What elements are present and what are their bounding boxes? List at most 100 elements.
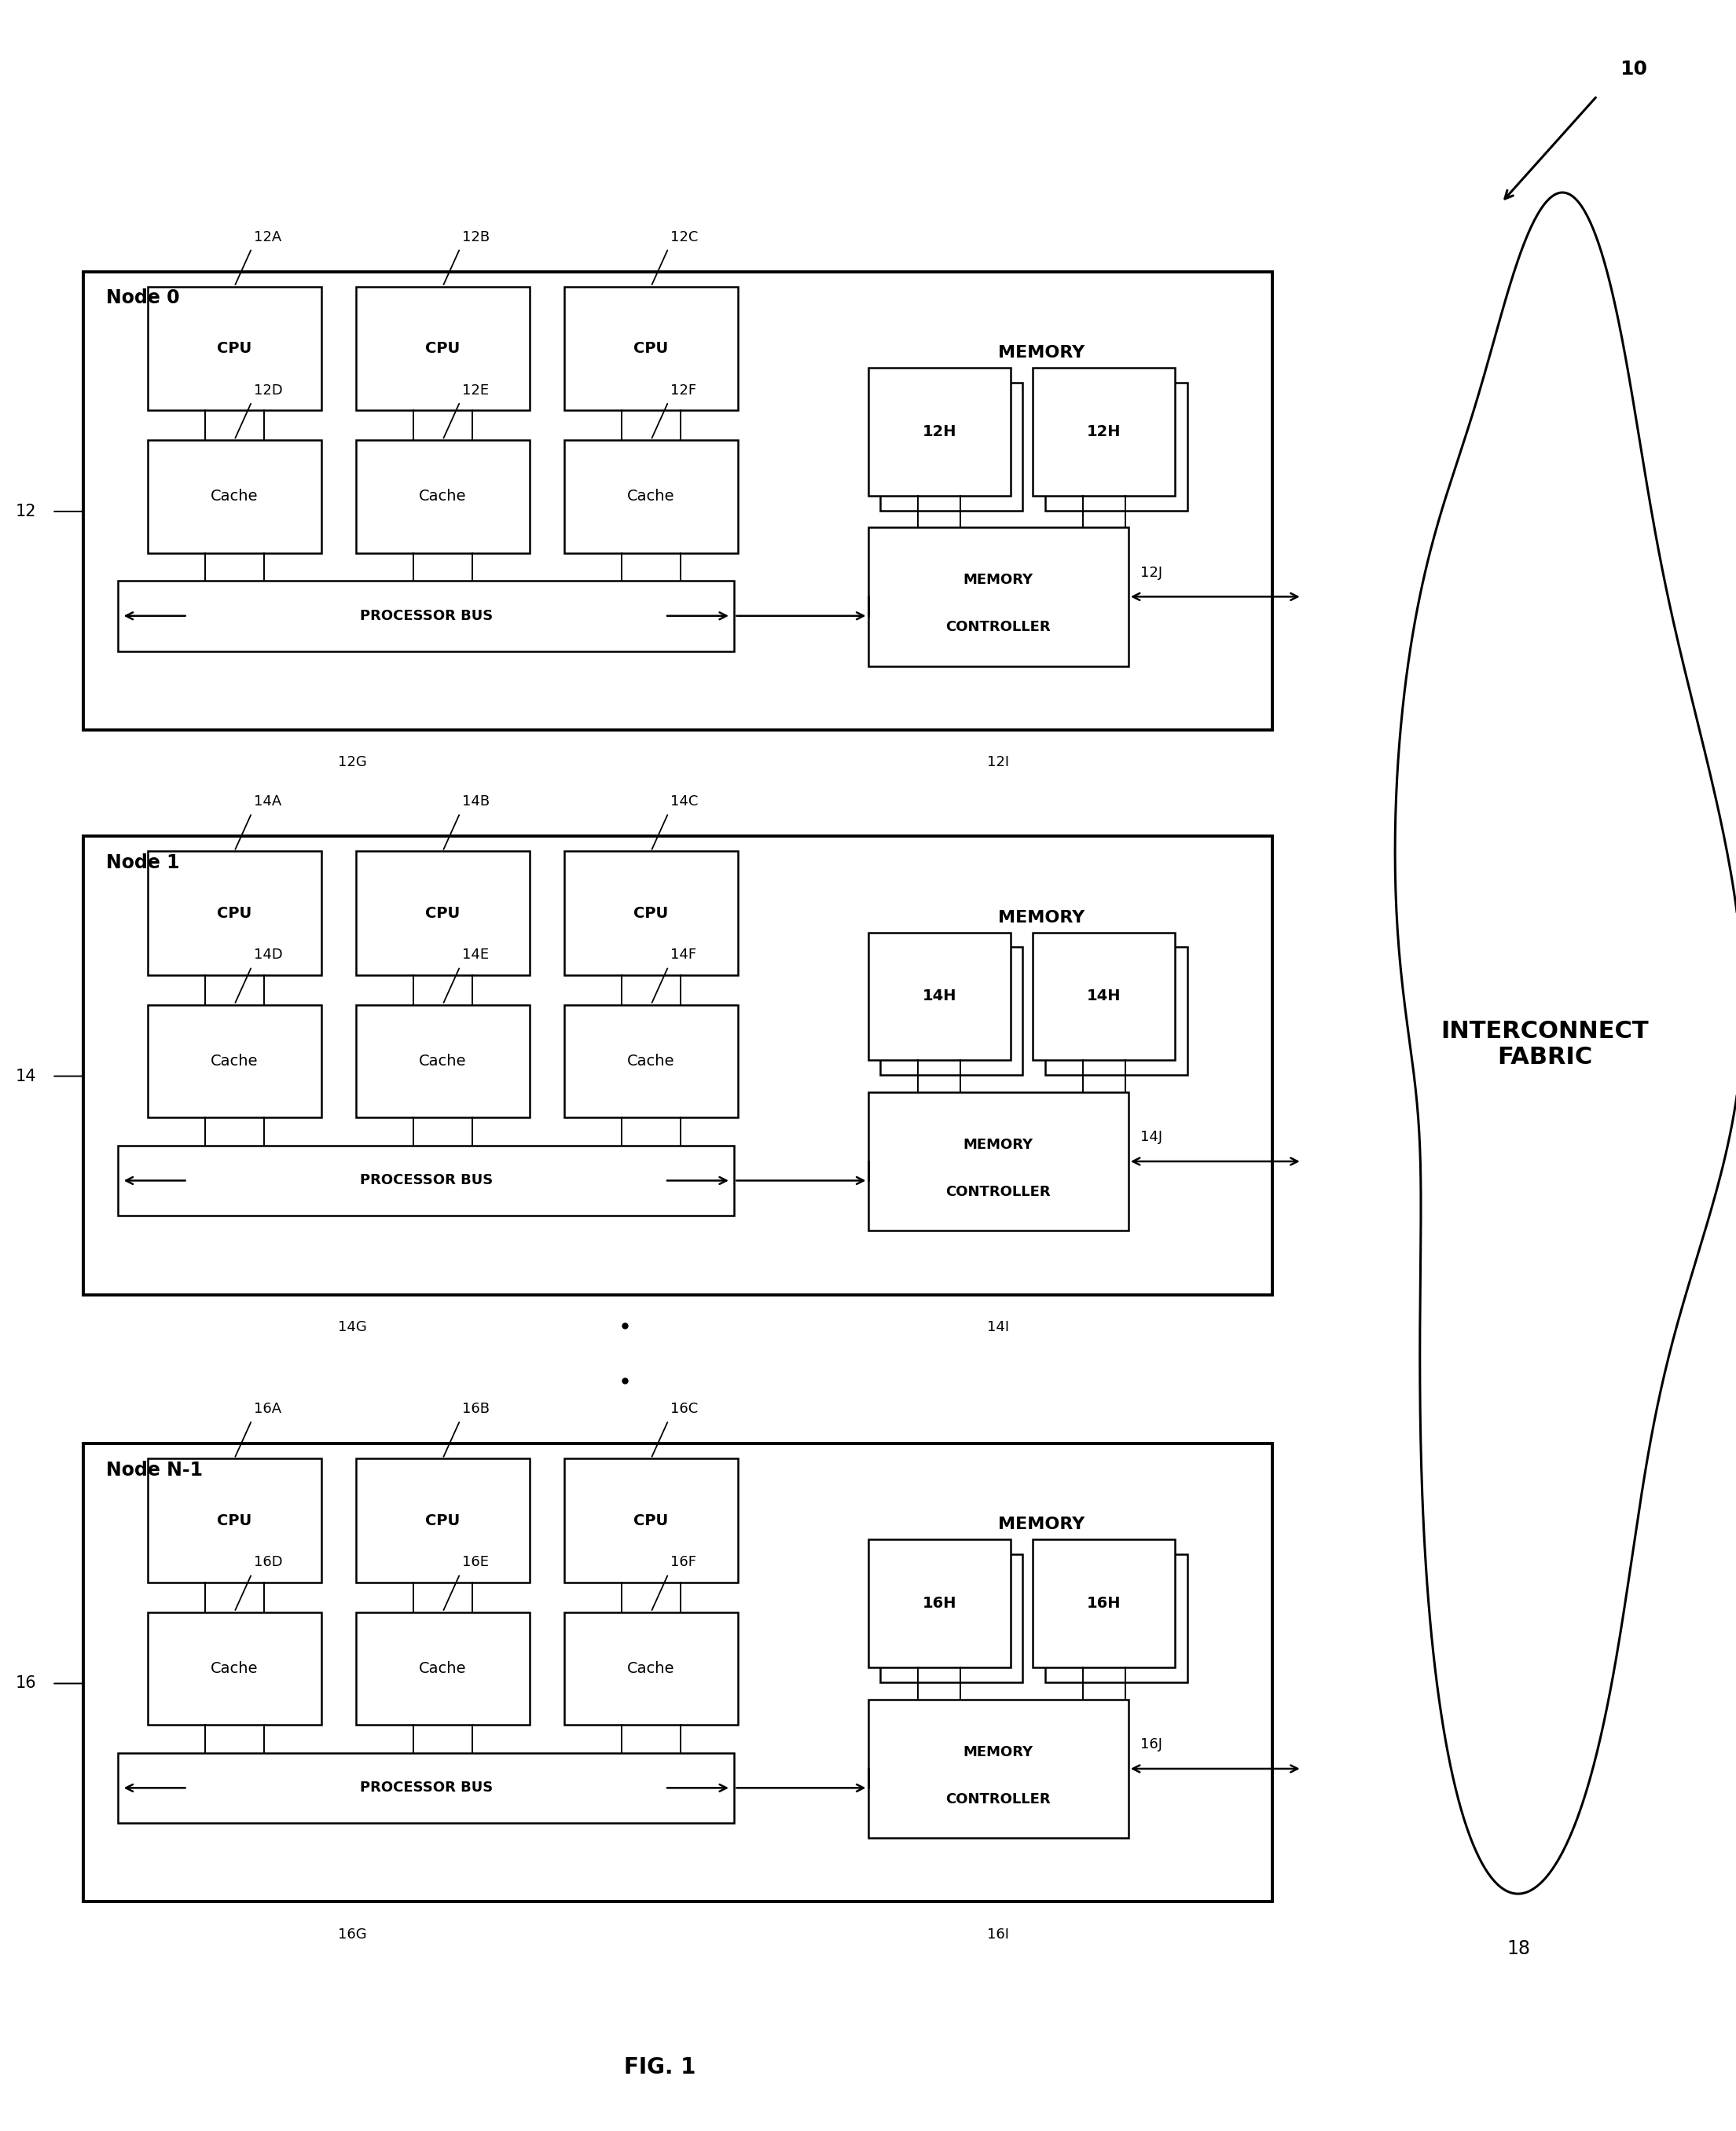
FancyBboxPatch shape — [564, 1611, 738, 1726]
Text: 12C: 12C — [670, 230, 698, 245]
FancyBboxPatch shape — [1033, 369, 1175, 497]
Text: CPU: CPU — [217, 1513, 252, 1528]
FancyBboxPatch shape — [1033, 933, 1175, 1059]
FancyBboxPatch shape — [1045, 1556, 1187, 1683]
FancyBboxPatch shape — [148, 1006, 321, 1117]
Text: 12: 12 — [16, 503, 36, 520]
Text: 16D: 16D — [253, 1556, 283, 1568]
Text: Cache: Cache — [418, 1660, 467, 1677]
Text: 12J: 12J — [1141, 565, 1163, 580]
Text: Cache: Cache — [210, 1053, 259, 1070]
Text: 16I: 16I — [988, 1926, 1009, 1941]
FancyBboxPatch shape — [868, 369, 1010, 497]
Text: CONTROLLER: CONTROLLER — [946, 1792, 1050, 1807]
FancyBboxPatch shape — [564, 1006, 738, 1117]
Text: 12E: 12E — [462, 384, 488, 398]
FancyBboxPatch shape — [880, 384, 1023, 511]
FancyBboxPatch shape — [1033, 1539, 1175, 1666]
Text: PROCESSOR BUS: PROCESSOR BUS — [359, 609, 493, 622]
FancyBboxPatch shape — [564, 850, 738, 976]
Text: 14H: 14H — [1087, 989, 1121, 1004]
Text: CONTROLLER: CONTROLLER — [946, 620, 1050, 635]
FancyBboxPatch shape — [880, 946, 1023, 1074]
FancyBboxPatch shape — [83, 273, 1272, 729]
FancyBboxPatch shape — [148, 1611, 321, 1726]
Text: MEMORY: MEMORY — [963, 573, 1033, 588]
Text: CPU: CPU — [425, 1513, 460, 1528]
Text: CPU: CPU — [634, 341, 668, 356]
Text: 12F: 12F — [670, 384, 696, 398]
FancyBboxPatch shape — [564, 1458, 738, 1581]
Text: 14D: 14D — [253, 948, 283, 963]
FancyBboxPatch shape — [118, 1752, 734, 1824]
Text: Node 0: Node 0 — [106, 290, 179, 307]
FancyBboxPatch shape — [880, 1556, 1023, 1683]
Text: INTERCONNECT
FABRIC: INTERCONNECT FABRIC — [1441, 1019, 1649, 1070]
FancyBboxPatch shape — [356, 1611, 529, 1726]
Text: 12G: 12G — [339, 757, 366, 769]
FancyBboxPatch shape — [356, 441, 529, 554]
Text: CPU: CPU — [217, 341, 252, 356]
FancyBboxPatch shape — [868, 1091, 1128, 1230]
Text: 16G: 16G — [339, 1926, 366, 1941]
Text: Cache: Cache — [627, 1660, 675, 1677]
Text: CPU: CPU — [425, 906, 460, 921]
FancyBboxPatch shape — [564, 288, 738, 411]
Text: 16H: 16H — [922, 1596, 957, 1611]
Text: 14C: 14C — [670, 795, 698, 808]
Text: 16H: 16H — [1087, 1596, 1121, 1611]
Text: 14F: 14F — [670, 948, 696, 963]
FancyBboxPatch shape — [83, 1445, 1272, 1901]
FancyBboxPatch shape — [118, 1146, 734, 1215]
Text: PROCESSOR BUS: PROCESSOR BUS — [359, 1174, 493, 1187]
Text: 14: 14 — [16, 1068, 36, 1085]
Text: 14G: 14G — [339, 1321, 366, 1334]
FancyBboxPatch shape — [118, 582, 734, 652]
Text: 14H: 14H — [922, 989, 957, 1004]
Text: Cache: Cache — [210, 488, 259, 505]
FancyBboxPatch shape — [868, 528, 1128, 665]
FancyBboxPatch shape — [356, 1458, 529, 1581]
Text: 12I: 12I — [988, 757, 1009, 769]
Text: 12H: 12H — [922, 424, 957, 439]
Text: 12B: 12B — [462, 230, 490, 245]
Text: 14E: 14E — [462, 948, 488, 963]
FancyBboxPatch shape — [1045, 946, 1187, 1074]
Text: FIG. 1: FIG. 1 — [623, 2056, 696, 2078]
Text: Node N-1: Node N-1 — [106, 1462, 203, 1479]
Text: 12H: 12H — [1087, 424, 1121, 439]
Text: MEMORY: MEMORY — [998, 345, 1085, 360]
FancyBboxPatch shape — [868, 933, 1010, 1059]
Text: CPU: CPU — [425, 341, 460, 356]
FancyBboxPatch shape — [148, 288, 321, 411]
Text: Cache: Cache — [418, 1053, 467, 1070]
Text: MEMORY: MEMORY — [998, 910, 1085, 925]
FancyBboxPatch shape — [148, 441, 321, 554]
Text: 12D: 12D — [253, 384, 283, 398]
Text: MEMORY: MEMORY — [998, 1517, 1085, 1532]
Text: 16J: 16J — [1141, 1737, 1163, 1752]
FancyBboxPatch shape — [356, 288, 529, 411]
Text: 16F: 16F — [670, 1556, 696, 1568]
Text: Cache: Cache — [627, 1053, 675, 1070]
FancyBboxPatch shape — [83, 835, 1272, 1294]
Text: 14J: 14J — [1141, 1129, 1163, 1144]
Text: 16A: 16A — [253, 1402, 281, 1415]
Text: PROCESSOR BUS: PROCESSOR BUS — [359, 1782, 493, 1794]
Text: CONTROLLER: CONTROLLER — [946, 1185, 1050, 1200]
FancyBboxPatch shape — [868, 1539, 1010, 1666]
Text: 14A: 14A — [253, 795, 281, 808]
FancyBboxPatch shape — [356, 850, 529, 976]
Text: CPU: CPU — [217, 906, 252, 921]
Text: 16C: 16C — [670, 1402, 698, 1415]
Text: 14B: 14B — [462, 795, 490, 808]
FancyBboxPatch shape — [868, 1701, 1128, 1837]
Text: CPU: CPU — [634, 1513, 668, 1528]
Text: Node 1: Node 1 — [106, 852, 179, 872]
Text: Cache: Cache — [627, 488, 675, 505]
Text: 18: 18 — [1507, 1939, 1531, 1958]
FancyBboxPatch shape — [148, 850, 321, 976]
Text: MEMORY: MEMORY — [963, 1745, 1033, 1760]
Text: 14I: 14I — [988, 1321, 1009, 1334]
FancyBboxPatch shape — [148, 1458, 321, 1581]
